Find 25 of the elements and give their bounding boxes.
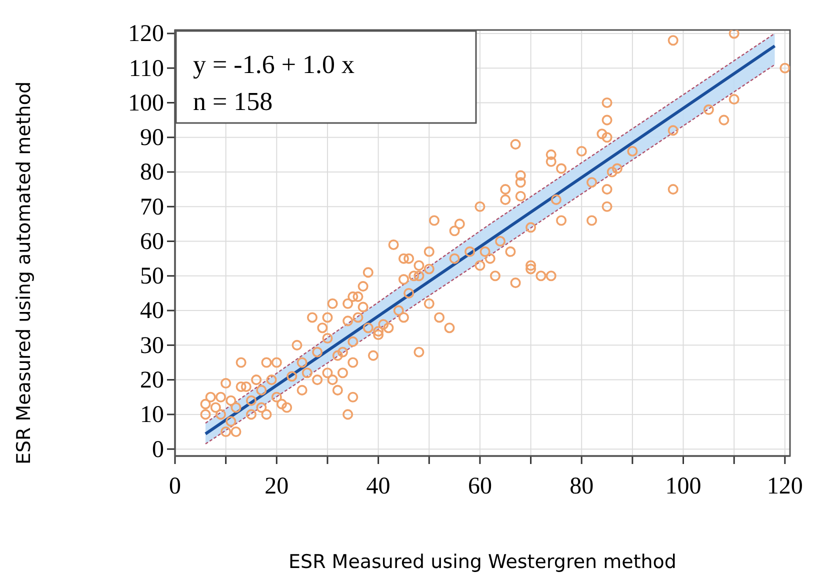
y-tick-label: 50: [140, 264, 164, 290]
x-axis-title: ESR Measured using Westergren method: [288, 551, 676, 573]
x-tick-label: 60: [468, 473, 492, 500]
y-tick-label: 10: [140, 402, 164, 428]
y-tick-label: 20: [140, 367, 164, 394]
annotation: n = 158: [193, 87, 273, 116]
y-tick-label: 40: [140, 298, 164, 324]
y-tick-label: 110: [128, 56, 164, 82]
x-tick-label: 0: [169, 473, 181, 500]
x-tick-label: 120: [766, 473, 803, 500]
y-tick-label: 90: [140, 125, 164, 152]
y-tick-label: 120: [128, 21, 164, 48]
x-tick-label: 20: [264, 473, 289, 500]
y-tick-label: 0: [152, 436, 164, 463]
x-tick-label: 40: [366, 473, 390, 500]
y-tick-label: 70: [140, 194, 164, 220]
y-tick-label: 80: [140, 160, 164, 186]
y-tick-label: 30: [140, 332, 164, 359]
y-tick-label: 100: [128, 90, 164, 116]
x-tick-label: 100: [665, 473, 702, 500]
y-axis-title: ESR Measured using automated method: [13, 81, 35, 465]
x-tick-label: 80: [570, 473, 594, 500]
text-box: y = -1.6 + 1.0 x n = 158: [175, 30, 477, 124]
annotation: y = -1.6 + 1.0 x: [193, 50, 354, 79]
y-tick-label: 60: [140, 228, 164, 255]
